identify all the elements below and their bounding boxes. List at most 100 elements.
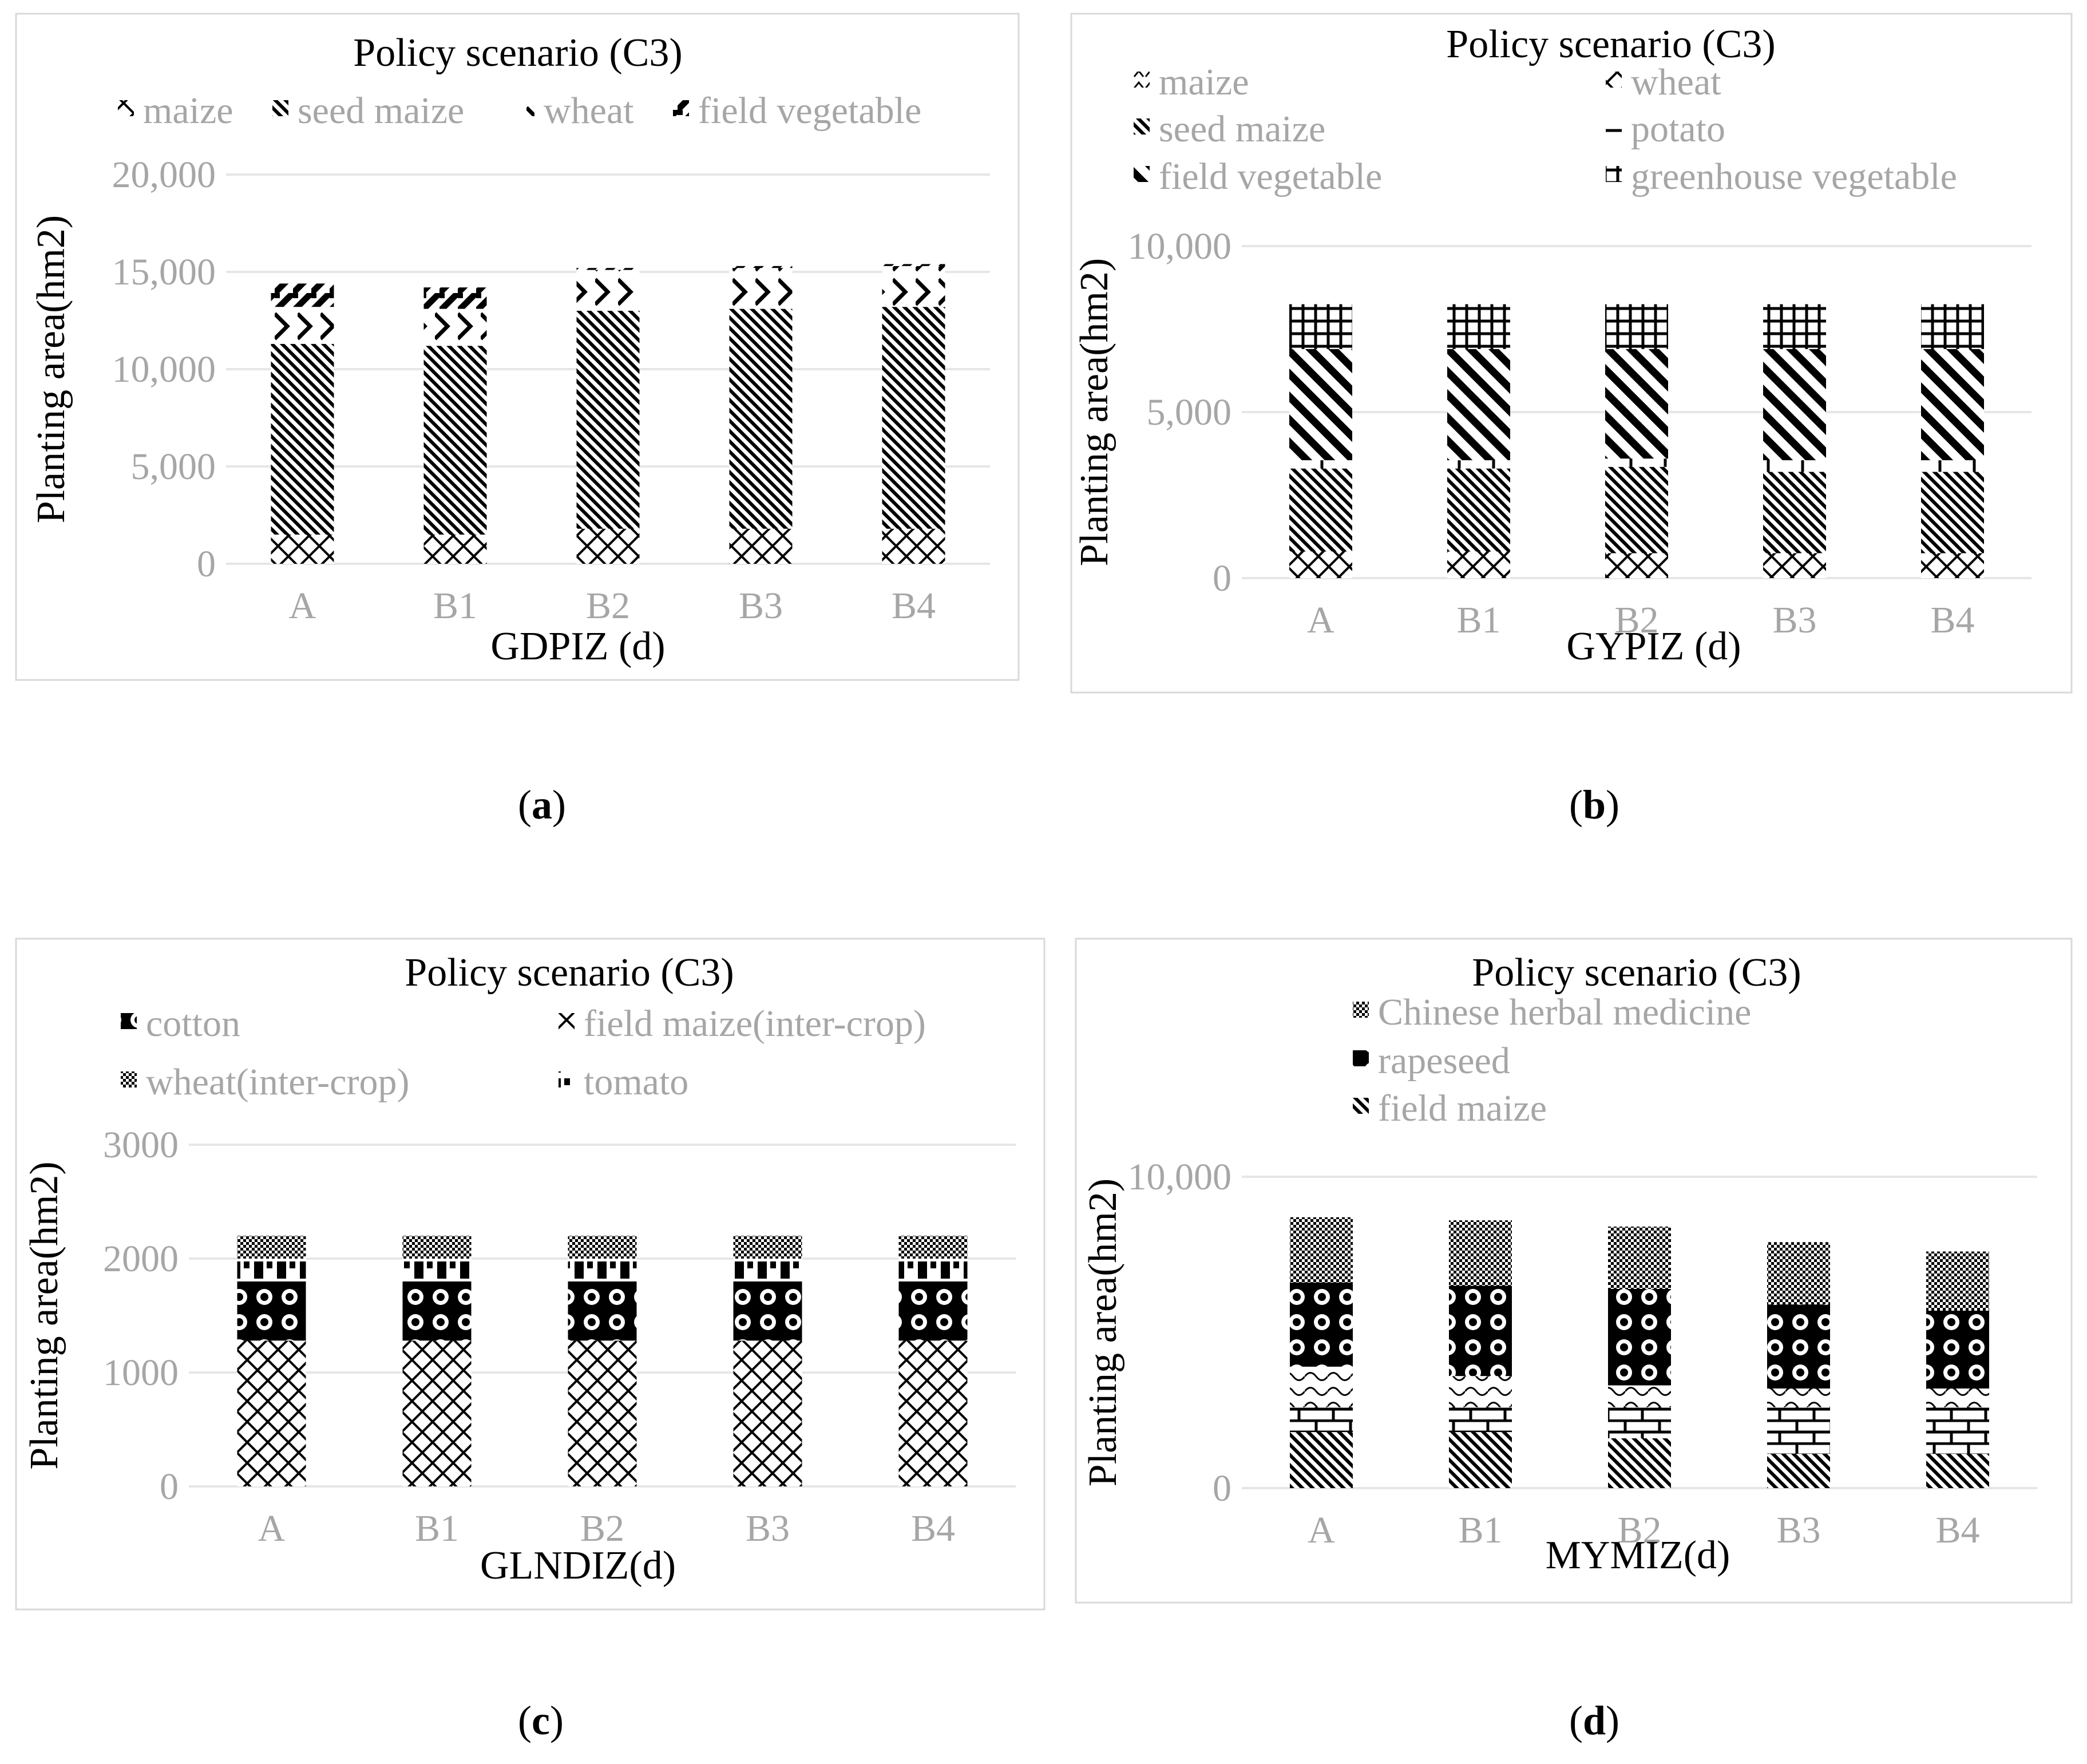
y-tick-label: 10,000	[112, 349, 216, 390]
bar-segment	[1290, 1407, 1353, 1433]
bar-segment	[1608, 1438, 1671, 1488]
x-tick-label: B1	[1456, 599, 1500, 641]
x-tick-label: B1	[433, 585, 477, 627]
panel-label-open: (	[518, 1698, 532, 1743]
bar-segment	[1290, 1282, 1353, 1367]
legend-label: rapeseed	[1378, 1040, 1510, 1082]
bar-segment	[1449, 1286, 1512, 1377]
legend-label: wheat(inter-crop)	[146, 1061, 409, 1103]
y-tick-label: 0	[197, 543, 216, 585]
bar-segment	[898, 1259, 968, 1282]
bar-segment	[1767, 1454, 1830, 1488]
x-axis-label: GDPIZ (d)	[490, 624, 665, 669]
bar-segment	[1605, 553, 1668, 578]
bar-segment	[1608, 1288, 1671, 1386]
bar-segment	[1449, 1432, 1512, 1488]
bar-segment	[1605, 304, 1668, 349]
bar-segment	[237, 1281, 306, 1341]
legend-label: maize	[1159, 61, 1249, 103]
chart-frame	[1075, 938, 2073, 1604]
chart-frame	[15, 13, 1020, 681]
x-tick-label: B2	[1617, 1509, 1661, 1551]
y-axis-label: Planting area(hm2)	[29, 215, 73, 523]
y-tick-label: 15,000	[112, 251, 216, 293]
bar-segment	[1605, 458, 1668, 467]
chart-title: Policy scenario (C3)	[405, 951, 734, 995]
legend-swatch	[121, 1071, 137, 1087]
chart-panel-3: 0 10,000 A B1 B2 B3 B4 Policy scenario (C3) MYMI…	[1075, 938, 2073, 1743]
legend-swatch	[272, 100, 288, 116]
y-tick-label: 10,000	[1128, 1156, 1232, 1198]
chart-panel-0: 0 5,000 10,000 15,000 20,000 A B1 B2 B3 B4 Policy …	[15, 13, 1020, 828]
bar-segment	[733, 1259, 802, 1282]
legend-swatch	[1134, 166, 1150, 182]
panel-label-close: )	[550, 1698, 564, 1743]
bar-segment	[729, 268, 793, 309]
x-tick-label: B1	[1458, 1509, 1502, 1551]
bar-segment	[568, 1340, 637, 1486]
x-tick-label: B4	[911, 1508, 955, 1549]
bar-segment	[1449, 1376, 1512, 1407]
chart-title: Policy scenario (C3)	[1472, 951, 1801, 995]
legend-label: greenhouse vegetable	[1631, 156, 1957, 197]
y-axis-label: Planting area(hm2)	[1081, 1178, 1125, 1486]
y-axis-label: Planting area(hm2)	[1072, 258, 1116, 566]
bar-segment	[1608, 1385, 1671, 1407]
legend-swatch	[1606, 166, 1622, 182]
bar-segment	[237, 1340, 306, 1486]
y-tick-label: 20,000	[112, 154, 216, 196]
bar-segment	[576, 268, 640, 270]
bar-segment	[1767, 1388, 1830, 1407]
bar-segment	[1290, 1217, 1353, 1283]
bar-segment	[1447, 551, 1510, 578]
x-tick-label: B2	[1614, 599, 1658, 641]
x-tick-label: B3	[746, 1508, 790, 1549]
bar-segment	[271, 343, 334, 535]
bar-segment	[576, 528, 640, 564]
x-tick-label: B2	[580, 1508, 624, 1549]
legend-swatch	[118, 100, 134, 116]
y-tick-label: 0	[160, 1466, 179, 1508]
bar-segment	[1605, 466, 1668, 553]
legend-swatch	[1606, 118, 1622, 135]
bar-segment	[271, 283, 334, 307]
x-tick-label: B4	[892, 585, 936, 627]
bar-segment	[1449, 1220, 1512, 1286]
bar-segment	[1763, 460, 1826, 472]
panel-label-open: (	[518, 782, 532, 828]
y-tick-label: 2000	[103, 1238, 179, 1280]
panel-label: (a)	[518, 782, 566, 828]
legend-label: seed maize	[1159, 108, 1325, 150]
x-tick-label: B3	[1772, 599, 1816, 641]
legend-swatch	[1353, 1002, 1369, 1018]
bar-segment	[1608, 1227, 1671, 1289]
legend-label: wheat	[1631, 61, 1721, 103]
chart-frame	[1070, 13, 2073, 694]
bar-segment	[568, 1236, 637, 1259]
bar-segment	[1290, 1366, 1353, 1407]
bar-segment	[1289, 349, 1352, 461]
legend-swatch	[1353, 1098, 1369, 1114]
y-tick-label: 3000	[103, 1124, 179, 1166]
bar-segment	[1926, 1388, 1989, 1407]
legend-swatch	[518, 100, 534, 116]
legend-swatch	[559, 1013, 575, 1029]
chart-panel-1: 0 5,000 10,000 A B1 B2 B3 B4 Policy scenario (C3…	[1070, 13, 2073, 828]
legend-label: field maize(inter-crop)	[584, 1003, 926, 1045]
bar-segment	[1921, 553, 1984, 578]
legend-swatch	[673, 100, 689, 116]
panel-label: (d)	[1569, 1698, 1619, 1743]
chart-panels: 0 5,000 10,000 15,000 20,000 A B1 B2 B3 B4 Policy …	[15, 13, 2073, 1743]
bar-segment	[1763, 304, 1826, 349]
bar-segment	[1289, 468, 1352, 552]
legend-label: tomato	[584, 1061, 688, 1103]
bar-segment	[1763, 472, 1826, 553]
bar-segment	[237, 1236, 306, 1259]
x-tick-label: A	[258, 1508, 286, 1549]
x-tick-label: B1	[415, 1508, 459, 1549]
bar-segment	[1447, 460, 1510, 469]
bar-segment	[1605, 349, 1668, 459]
bar-segment	[898, 1236, 968, 1259]
chart-panel-2: 0 1000 2000 3000 A B1 B2 B3 B4 Policy scenario (C…	[15, 938, 1046, 1743]
